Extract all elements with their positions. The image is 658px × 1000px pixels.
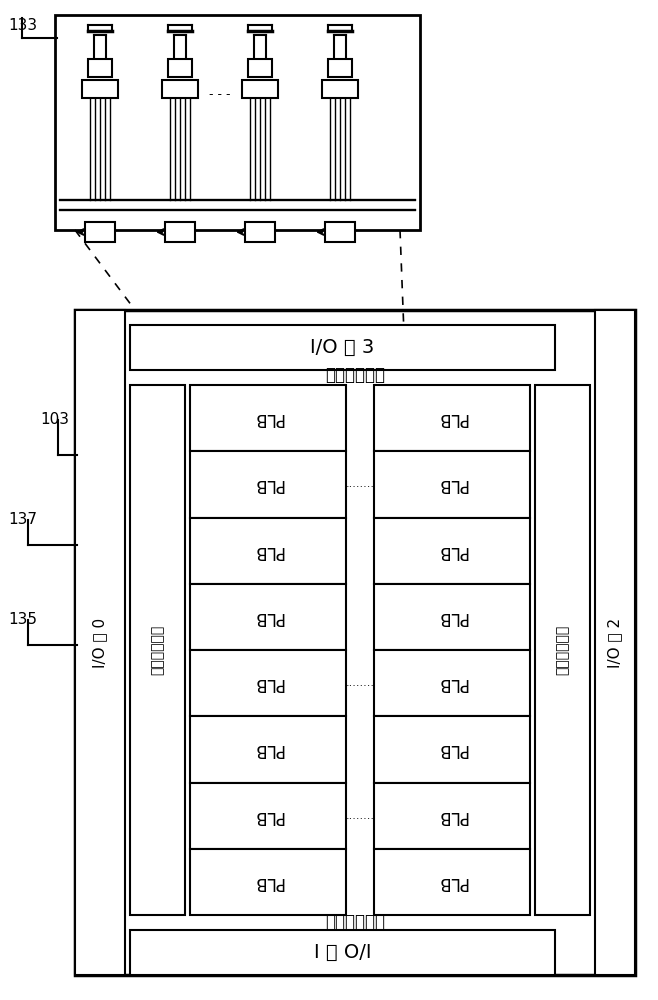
Text: 137: 137 <box>8 512 37 528</box>
Bar <box>248 59 272 77</box>
Bar <box>325 222 355 242</box>
Bar <box>374 451 530 518</box>
Bar <box>328 59 352 77</box>
Text: 135: 135 <box>8 612 37 628</box>
Bar <box>374 849 530 915</box>
Bar <box>165 222 195 242</box>
Bar <box>374 716 530 782</box>
Text: PLB: PLB <box>437 542 467 560</box>
Text: PLB: PLB <box>253 740 284 758</box>
Text: PLB: PLB <box>437 873 467 891</box>
Bar <box>88 59 112 77</box>
Bar <box>190 782 346 849</box>
Bar <box>130 930 555 975</box>
Text: PLB: PLB <box>437 409 467 427</box>
Text: 可编程互连件: 可编程互连件 <box>151 625 164 675</box>
Bar <box>190 385 346 451</box>
Bar <box>242 80 278 98</box>
Bar <box>190 650 346 716</box>
Text: ........: ........ <box>345 678 374 688</box>
Text: PLB: PLB <box>437 475 467 493</box>
Text: ........: ........ <box>345 479 374 489</box>
Text: PLB: PLB <box>253 542 284 560</box>
Text: - - -: - - - <box>209 89 231 102</box>
Bar <box>130 325 555 370</box>
Bar <box>162 80 198 98</box>
Text: PLB: PLB <box>437 807 467 825</box>
Bar <box>190 849 346 915</box>
Text: I/O 排 0: I/O 排 0 <box>93 617 107 668</box>
Bar <box>374 650 530 716</box>
Text: PLB: PLB <box>253 807 284 825</box>
Bar <box>245 222 275 242</box>
Text: 133: 133 <box>8 18 37 33</box>
Bar <box>190 451 346 518</box>
Text: I/O 排 2: I/O 排 2 <box>607 617 622 668</box>
Text: 103: 103 <box>40 412 69 428</box>
Bar <box>595 310 635 975</box>
Text: PLB: PLB <box>437 608 467 626</box>
Text: PLB: PLB <box>437 674 467 692</box>
Bar <box>535 385 590 915</box>
Bar <box>75 310 635 975</box>
Bar <box>75 310 125 975</box>
Bar <box>374 518 530 584</box>
Bar <box>190 518 346 584</box>
Text: PLB: PLB <box>253 608 284 626</box>
Text: PLB: PLB <box>253 873 284 891</box>
Text: ........: ........ <box>345 811 374 821</box>
Text: PLB: PLB <box>437 740 467 758</box>
Text: PLB: PLB <box>253 674 284 692</box>
Text: 可编程互连件: 可编程互连件 <box>325 366 385 384</box>
Bar <box>130 385 185 915</box>
Bar <box>190 584 346 650</box>
Bar <box>374 584 530 650</box>
Bar <box>190 716 346 782</box>
Text: 可编程互连件: 可编程互连件 <box>325 913 385 931</box>
Text: PLB: PLB <box>253 475 284 493</box>
Text: I 排 O/I: I 排 O/I <box>314 943 371 962</box>
Text: 可编程互连件: 可编程互连件 <box>555 625 570 675</box>
Bar <box>374 385 530 451</box>
Text: I/O 排 3: I/O 排 3 <box>311 338 374 357</box>
Bar <box>168 59 192 77</box>
Bar <box>85 222 115 242</box>
Bar <box>55 15 420 230</box>
Bar <box>82 80 118 98</box>
Bar <box>374 782 530 849</box>
Bar <box>322 80 358 98</box>
Text: PLB: PLB <box>253 409 284 427</box>
